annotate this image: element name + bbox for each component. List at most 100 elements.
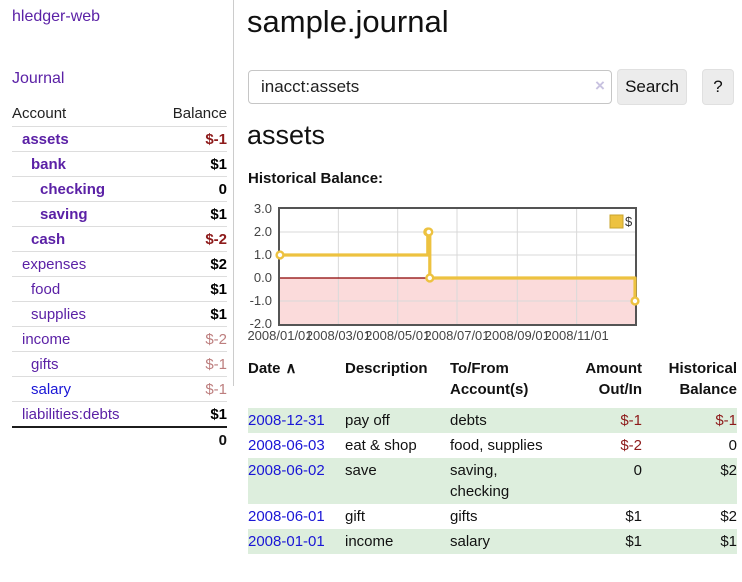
account-link[interactable]: saving — [40, 205, 88, 223]
data-point-marker — [425, 273, 435, 283]
x-axis-tick-label: 2008/05/01 — [365, 328, 431, 343]
account-row: supplies $1 — [12, 301, 227, 326]
account-row: bank $1 — [12, 151, 227, 176]
account-row: food $1 — [12, 276, 227, 301]
account-link[interactable]: checking — [40, 180, 106, 198]
sidebar-divider — [233, 0, 234, 386]
x-axis-tick-label: 2008/11/01 — [544, 328, 609, 343]
account-tree-header: Account Balance — [12, 100, 227, 126]
app-brand-link[interactable]: hledger-web — [12, 8, 101, 25]
y-axis-tick-label: 3.0 — [253, 201, 272, 216]
table-row: 2008-12-31 pay off debts $-1 $-1 — [248, 408, 737, 433]
account-row: cash $-2 — [12, 226, 227, 251]
account-row: assets $-1 — [12, 126, 227, 151]
transaction-accounts: debts — [450, 412, 487, 429]
account-link[interactable]: food — [31, 280, 61, 298]
account-row: expenses $2 — [12, 251, 227, 276]
y-axis-tick-label: 1.0 — [253, 247, 272, 262]
table-row: 2008-06-03 eat & shop food, supplies $-2 0 — [248, 433, 737, 458]
account-row: liabilities:debts $1 — [12, 401, 227, 426]
transaction-description: pay off — [345, 412, 390, 429]
transaction-balance: $-1 — [715, 412, 737, 429]
account-balance: $-1 — [205, 380, 227, 398]
transaction-date-link[interactable]: 2008-12-31 — [248, 412, 325, 429]
chart-canvas: $ — [275, 209, 640, 324]
account-balance: $-2 — [205, 330, 227, 348]
account-balance: $1 — [210, 305, 227, 323]
x-axis-tick-label: 2008/01/01 — [247, 328, 313, 343]
transaction-amount: $-1 — [620, 412, 642, 429]
total-balance: 0 — [218, 432, 227, 449]
transaction-amount: $1 — [625, 533, 642, 550]
data-point-marker — [275, 250, 285, 260]
account-balance: $1 — [210, 155, 227, 173]
account-tree-total-row: 0 — [12, 426, 227, 453]
account-link[interactable]: salary — [31, 380, 72, 398]
column-header-balance: Historical Balance — [668, 360, 737, 398]
account-link[interactable]: liabilities:debts — [22, 405, 120, 423]
transaction-date-link[interactable]: 2008-01-01 — [248, 533, 325, 550]
transaction-balance: $1 — [720, 533, 737, 550]
account-tree: Account Balance assets $-1 bank $1 checking 0… — [12, 100, 227, 453]
transaction-accounts: food, supplies — [450, 437, 543, 454]
transaction-accounts: salary — [450, 533, 491, 550]
transaction-description: gift — [345, 508, 366, 525]
x-axis-tick-label: 2008/03/01 — [305, 328, 371, 343]
account-balance: $1 — [210, 205, 227, 223]
legend-swatch — [609, 214, 624, 229]
column-header-date[interactable]: Date ∧ — [248, 360, 297, 377]
sidebar-item-journal[interactable]: Journal — [12, 70, 65, 87]
account-link[interactable]: bank — [31, 155, 67, 173]
column-header-description: Description — [345, 360, 428, 377]
account-link[interactable]: cash — [31, 230, 66, 248]
page-title: sample.journal — [247, 4, 449, 39]
data-point-marker — [424, 227, 434, 237]
help-button[interactable]: ? — [702, 69, 734, 105]
transaction-accounts: gifts — [450, 508, 478, 525]
account-link[interactable]: expenses — [22, 255, 87, 273]
transaction-description: save — [345, 462, 377, 479]
account-balance: $1 — [210, 280, 227, 298]
account-balance: $-1 — [205, 130, 227, 148]
chart-title: Historical Balance: — [248, 170, 384, 187]
transaction-date-link[interactable]: 2008-06-02 — [248, 462, 325, 479]
balance-column-header: Balance — [172, 104, 227, 122]
account-link[interactable]: supplies — [31, 305, 87, 323]
transaction-balance: $2 — [720, 462, 737, 479]
account-link[interactable]: gifts — [31, 355, 59, 373]
sort-ascending-icon: ∧ — [285, 360, 297, 377]
y-axis-tick-label: -1.0 — [249, 293, 272, 308]
transaction-date-link[interactable]: 2008-06-03 — [248, 437, 325, 454]
transaction-description: income — [345, 533, 394, 550]
transaction-accounts: saving, checking — [450, 462, 510, 500]
column-header-accounts: To/From Account(s) — [450, 360, 529, 398]
account-balance: $2 — [210, 255, 227, 273]
y-axis-tick-label: -2.0 — [249, 316, 272, 331]
account-row: gifts $-1 — [12, 351, 227, 376]
transaction-amount: 0 — [633, 462, 642, 479]
account-column-header: Account — [12, 104, 67, 122]
clear-search-icon[interactable]: × — [595, 76, 605, 95]
account-link[interactable]: income — [22, 330, 71, 348]
account-heading: assets — [247, 120, 326, 150]
register-table: Date ∧ Description To/From Account(s) Amo… — [248, 358, 737, 554]
account-row: saving $1 — [12, 201, 227, 226]
account-tree-body: assets $-1 bank $1 checking 0 saving $1 cash $-2 e… — [12, 126, 227, 426]
register-body: 2008-12-31 pay off debts $-1 $-1 2008-06-03 ea… — [248, 408, 737, 554]
y-axis-tick-label: 0.0 — [253, 270, 272, 285]
search-input[interactable] — [248, 70, 612, 104]
y-axis-tick-label: 2.0 — [253, 224, 272, 239]
transaction-description: eat & shop — [345, 437, 417, 454]
transaction-amount: $-2 — [620, 437, 642, 454]
register-header-row: Date ∧ Description To/From Account(s) Amo… — [248, 358, 737, 408]
account-link[interactable]: assets — [22, 130, 69, 148]
transaction-balance: $2 — [720, 508, 737, 525]
data-point-marker — [630, 296, 640, 306]
transaction-amount: $1 — [625, 508, 642, 525]
account-row: checking 0 — [12, 176, 227, 201]
transaction-date-link[interactable]: 2008-06-01 — [248, 508, 325, 525]
search-button[interactable]: Search — [617, 69, 687, 105]
historical-balance-chart: $3.0 2.0 1.0 0.0 -1.0 -2.0 2008/01/01 2008/03/0… — [247, 201, 640, 343]
account-row: salary $-1 — [12, 376, 227, 401]
column-header-amount: Amount Out/In — [585, 360, 642, 398]
